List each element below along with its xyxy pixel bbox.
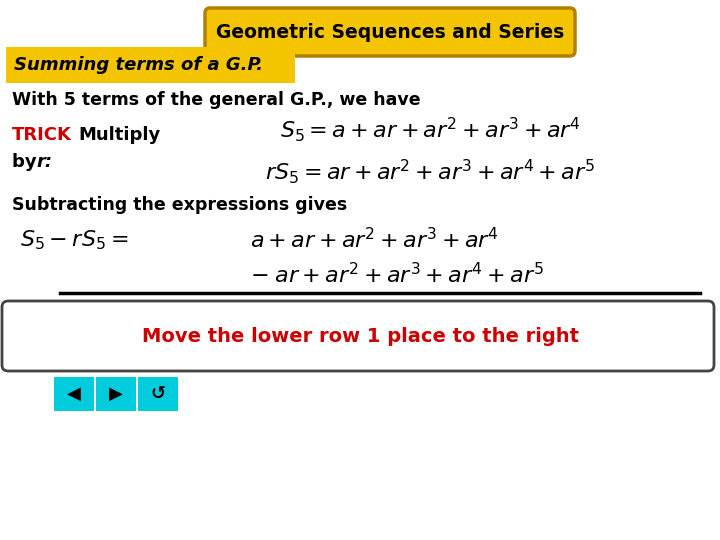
Text: $S_5 = a + ar + ar^2 + ar^3 + ar^4$: $S_5 = a + ar + ar^2 + ar^3 + ar^4$: [279, 116, 580, 144]
Text: Subtracting the expressions gives: Subtracting the expressions gives: [12, 196, 347, 214]
Text: Summing terms of a G.P.: Summing terms of a G.P.: [14, 56, 263, 74]
Text: TRICK: TRICK: [12, 126, 72, 144]
Text: Multiply: Multiply: [78, 126, 161, 144]
FancyBboxPatch shape: [6, 47, 295, 83]
Text: by: by: [12, 153, 43, 171]
Text: Move the lower row 1 place to the right: Move the lower row 1 place to the right: [142, 327, 578, 346]
Text: r:: r:: [36, 153, 52, 171]
FancyBboxPatch shape: [54, 377, 94, 411]
FancyBboxPatch shape: [2, 301, 714, 371]
Text: $rS_5 = ar + ar^2 + ar^3 + ar^4 + ar^5$: $rS_5 = ar + ar^2 + ar^3 + ar^4 + ar^5$: [265, 158, 595, 186]
Text: ◀: ◀: [67, 385, 81, 403]
Text: $a + ar + ar^2 + ar^3 + ar^4$: $a + ar + ar^2 + ar^3 + ar^4$: [250, 227, 499, 253]
FancyBboxPatch shape: [205, 8, 575, 56]
Text: With 5 terms of the general G.P., we have: With 5 terms of the general G.P., we hav…: [12, 91, 420, 109]
FancyBboxPatch shape: [96, 377, 136, 411]
Text: $- \; ar + ar^2 + ar^3 + ar^4 + ar^5$: $- \; ar + ar^2 + ar^3 + ar^4 + ar^5$: [250, 262, 544, 288]
Text: ↺: ↺: [150, 385, 166, 403]
Text: Geometric Sequences and Series: Geometric Sequences and Series: [216, 23, 564, 42]
Text: ▶: ▶: [109, 385, 123, 403]
Text: $S_5 - rS_5 =$: $S_5 - rS_5 =$: [20, 228, 128, 252]
FancyBboxPatch shape: [138, 377, 178, 411]
